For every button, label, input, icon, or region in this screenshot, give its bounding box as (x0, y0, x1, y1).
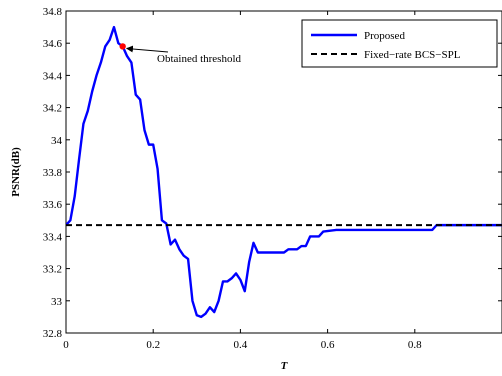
legend: Proposed Fixed−rate BCS−SPL (301, 19, 498, 68)
y-tick-label: 34.4 (43, 70, 63, 82)
annotation: Obtained threshold (119, 43, 242, 65)
x-axis-ticks: 0 0.2 0.4 0.6 0.8 (63, 11, 422, 351)
y-tick-label: 33 (51, 296, 63, 308)
x-tick-label: 0.8 (408, 339, 422, 351)
y-axis-label: PSNR(dB) (10, 147, 22, 197)
y-tick-label: 34.8 (43, 6, 63, 18)
legend-label-proposed: Proposed (364, 30, 405, 42)
series-line-proposed (66, 25, 502, 319)
x-tick-label: 0.6 (321, 339, 335, 351)
x-tick-label: 0.4 (234, 339, 248, 351)
x-axis-label: T (281, 360, 289, 372)
series-layer (66, 25, 502, 319)
threshold-marker (119, 43, 126, 50)
x-tick-label: 0 (63, 339, 69, 351)
annotation-label: Obtained threshold (157, 53, 242, 65)
y-tick-label: 33.4 (43, 231, 63, 243)
y-tick-label: 33.8 (43, 167, 63, 179)
annotation-arrow (125, 45, 169, 53)
y-tick-label: 34.2 (43, 103, 62, 115)
y-tick-label: 33.2 (43, 264, 62, 276)
x-tick-label: 0.2 (146, 339, 160, 351)
legend-label-fixed-rate: Fixed−rate BCS−SPL (364, 49, 461, 61)
y-axis-ticks: 32.8 33 33.2 33.4 33.6 33.8 34 34.2 34.4 34.6 34.8 (43, 6, 502, 340)
legend-box (301, 19, 498, 68)
y-tick-label: 33.6 (43, 199, 63, 211)
y-tick-label: 34.6 (43, 38, 63, 50)
y-tick-label: 34 (51, 135, 63, 147)
y-tick-label: 32.8 (43, 328, 63, 340)
